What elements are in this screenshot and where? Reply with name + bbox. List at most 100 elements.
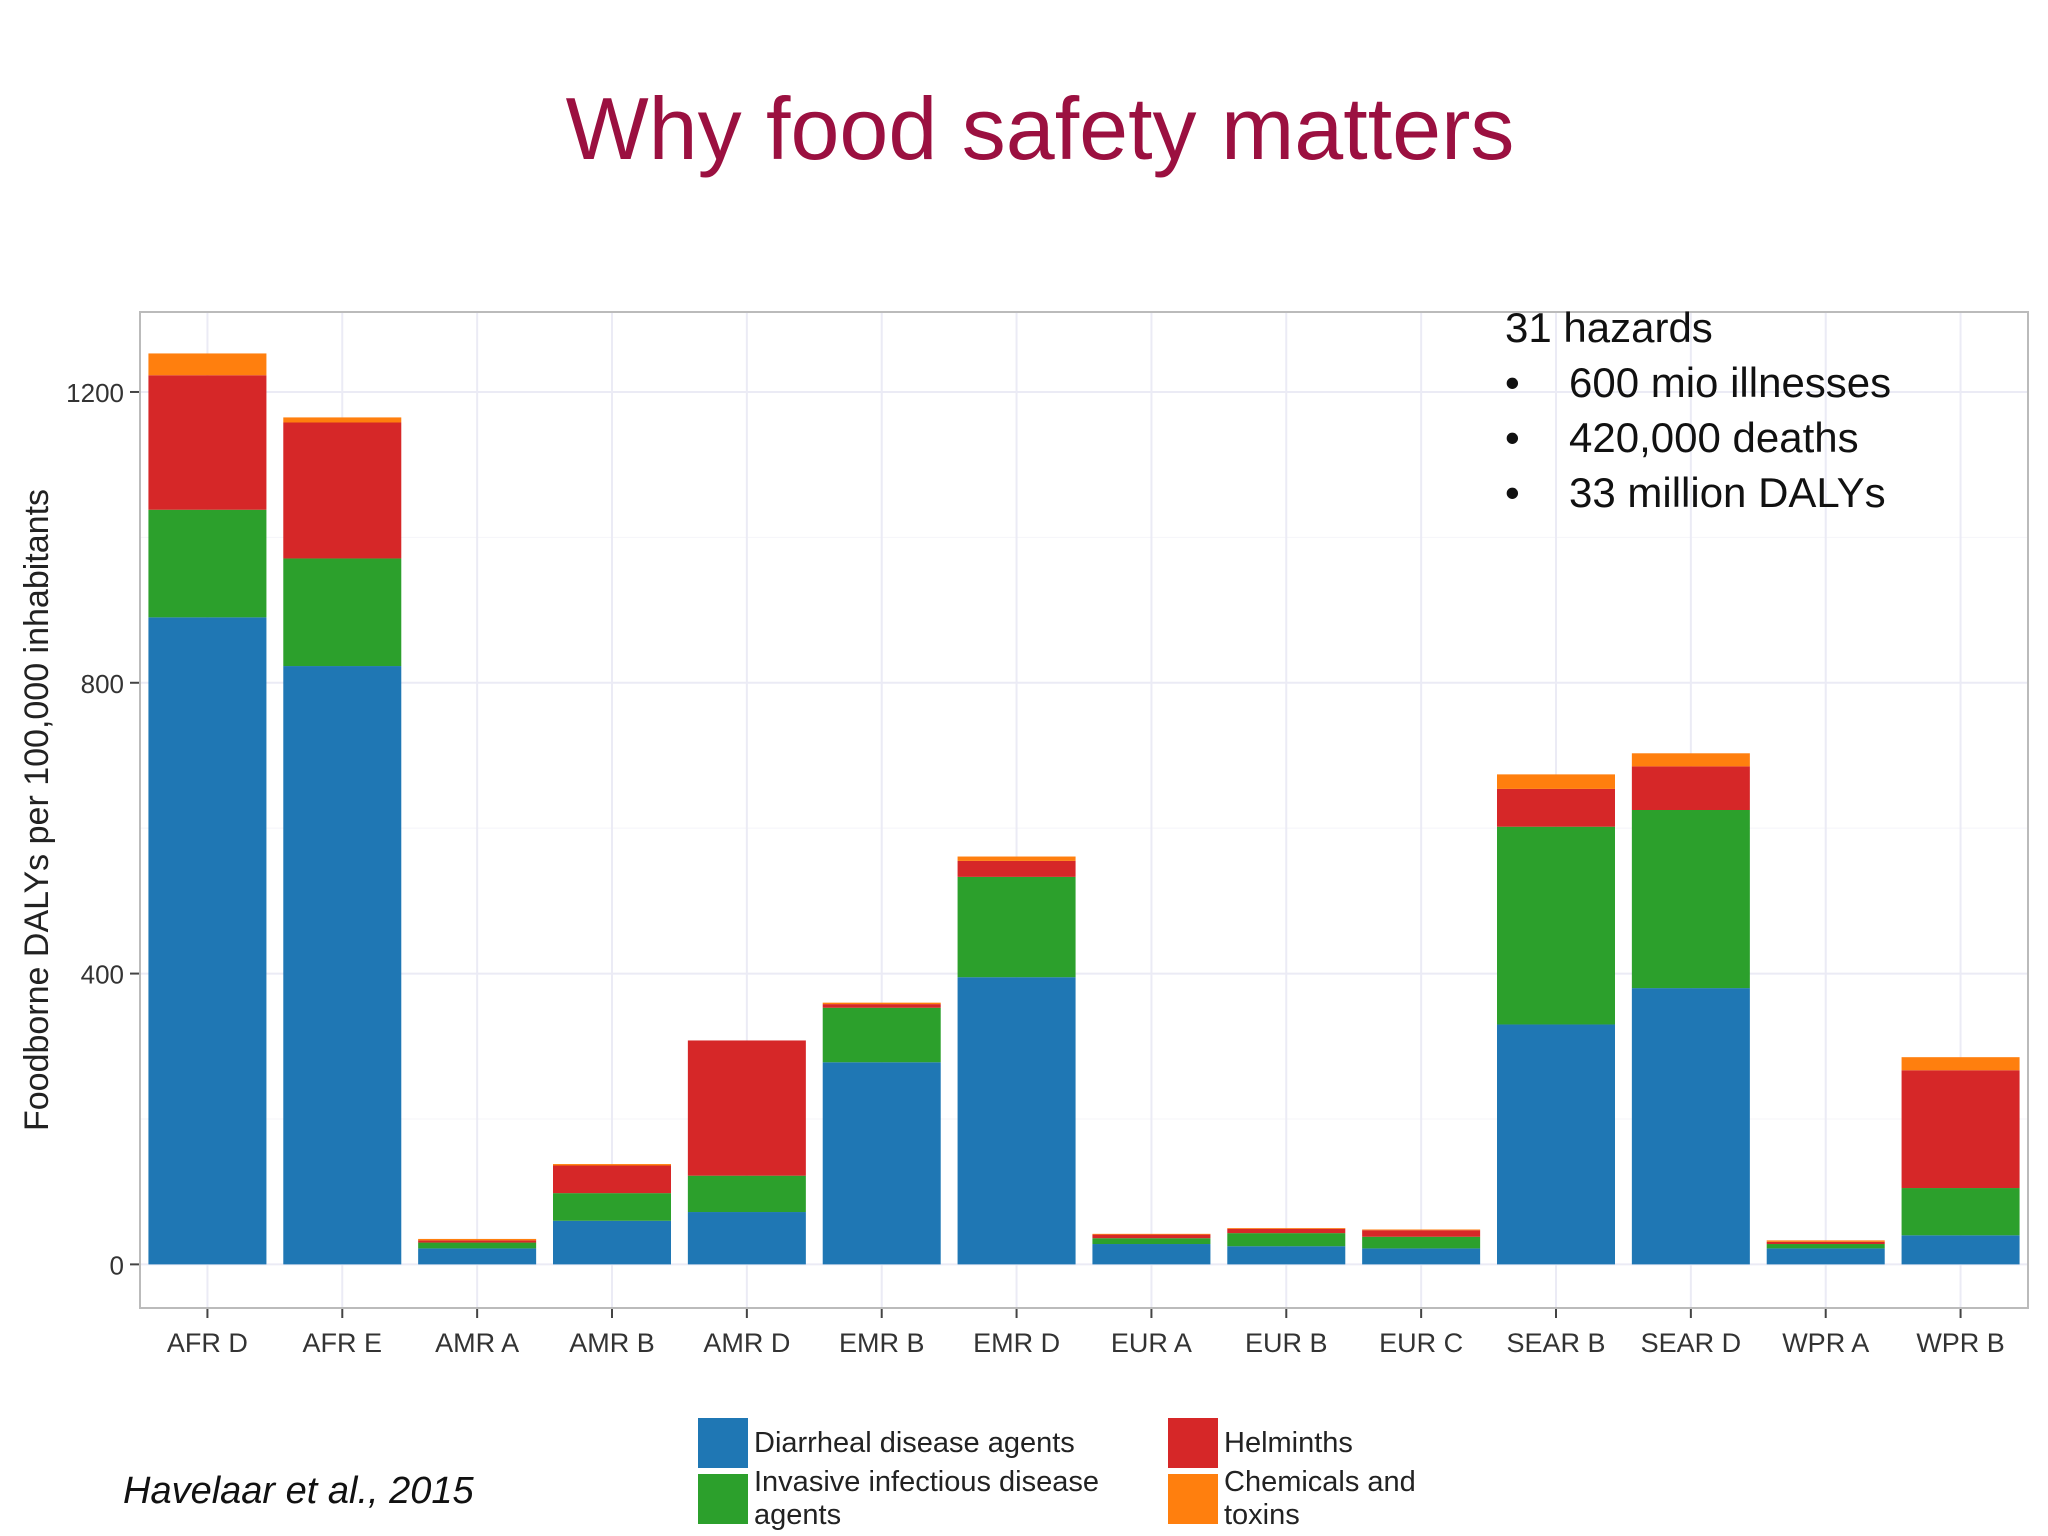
citation: Havelaar et al., 2015	[123, 1470, 474, 1512]
bar-segment	[553, 1193, 671, 1221]
y-tick-label: 400	[81, 960, 124, 990]
legend-item: Chemicals and toxins	[1168, 1466, 1498, 1531]
x-tick-label: AFR D	[167, 1328, 248, 1358]
bar-segment	[148, 353, 267, 376]
bar-segment	[1766, 1241, 1885, 1245]
bullet-glyph: •	[1505, 414, 1520, 461]
bar-segment	[957, 977, 1076, 1265]
x-tick-label: EUR C	[1379, 1328, 1463, 1358]
bar-segment	[283, 558, 402, 667]
y-axis-label: Foodborne DALYs per 100,000 inhabitants	[18, 489, 56, 1131]
bar-segment	[148, 509, 267, 618]
bar-segment	[1227, 1228, 1346, 1229]
bar-segment	[418, 1238, 537, 1241]
bar-segment	[418, 1248, 537, 1265]
bar-segment	[822, 1007, 941, 1063]
bar-segment	[1362, 1230, 1481, 1237]
x-tick-label: EUR B	[1245, 1328, 1328, 1358]
bar-segment	[822, 1004, 941, 1008]
bar-segment	[418, 1240, 537, 1243]
bar-segment	[1631, 810, 1750, 989]
axes-layer: 0 400 800 1200 AFR D AFR E AMR A AMR B AMR D EMR …	[66, 378, 2005, 1358]
stats-item-text: 600 mio illnesses	[1569, 359, 1892, 406]
bar-segment	[1362, 1236, 1481, 1249]
bar-segment	[1901, 1057, 2020, 1071]
legend-swatch	[698, 1418, 748, 1468]
stats-heading: 31 hazards	[1505, 304, 1713, 351]
stats-item-text: 420,000 deaths	[1569, 414, 1859, 461]
bar-segment	[957, 876, 1076, 978]
legend-label: Invasive infectious disease agents	[754, 1466, 1099, 1531]
bar-segment	[418, 1242, 537, 1249]
bar-segment	[822, 1062, 941, 1265]
x-tick-label: AMR B	[569, 1328, 655, 1358]
bar-segment	[283, 417, 402, 423]
x-tick-label: SEAR D	[1641, 1328, 1742, 1358]
stats-item-text: 33 million DALYs	[1569, 469, 1886, 516]
bar-segment	[283, 422, 402, 559]
stats-box: 31 hazards • 600 mio illnesses • 420,000…	[1505, 300, 1891, 520]
legend-label: Helminths	[1224, 1426, 1353, 1459]
bar-segment	[553, 1164, 671, 1166]
bar-segment	[1497, 788, 1615, 827]
bar-segment	[1766, 1244, 1885, 1249]
y-tick-label: 0	[110, 1250, 124, 1280]
bar-segment	[1631, 988, 1750, 1265]
legend-label: Diarrheal disease agents	[754, 1426, 1075, 1459]
bar-segment	[687, 1040, 806, 1176]
legend-item: Diarrheal disease agents	[698, 1418, 1168, 1468]
bar-segment	[1631, 766, 1750, 810]
stats-item: • 420,000 deaths	[1505, 410, 1891, 465]
bar-segment	[822, 1002, 941, 1005]
bar-segment	[1497, 1024, 1615, 1265]
bar-segment	[1766, 1248, 1885, 1265]
bar-segment	[553, 1165, 671, 1194]
bar-segment	[553, 1220, 671, 1265]
bar-segment	[957, 860, 1076, 877]
stats-item: • 33 million DALYs	[1505, 465, 1891, 520]
bar-segment	[1631, 753, 1750, 767]
bars-layer	[148, 353, 2020, 1265]
bar-segment	[1901, 1188, 2020, 1236]
bar-segment	[687, 1212, 806, 1265]
legend-label: Chemicals and toxins	[1224, 1466, 1416, 1531]
plot-frame	[139, 311, 2029, 1309]
x-tick-label: AFR E	[303, 1328, 383, 1358]
x-tick-label: AMR D	[703, 1328, 790, 1358]
bar-segment	[1766, 1240, 1885, 1242]
bar-segment	[1497, 774, 1615, 789]
bar-segment	[1362, 1229, 1481, 1231]
bar-segment	[687, 1175, 806, 1213]
bar-segment	[1901, 1070, 2020, 1189]
y-tick-label: 800	[81, 669, 124, 699]
bar-segment	[1092, 1233, 1211, 1235]
bar-segment	[283, 666, 402, 1265]
legend-swatch	[1168, 1418, 1218, 1468]
bullet-glyph: •	[1505, 359, 1520, 406]
bar-segment	[1497, 826, 1615, 1025]
bar-segment	[1227, 1228, 1346, 1234]
bar-segment	[1227, 1246, 1346, 1265]
bar-segment	[1901, 1235, 2020, 1265]
legend-item: Invasive infectious disease agents	[698, 1466, 1168, 1531]
bar-segment	[957, 856, 1076, 861]
x-tick-label: AMR A	[435, 1328, 519, 1358]
stats-item: • 600 mio illnesses	[1505, 355, 1891, 410]
bar-segment	[1092, 1238, 1211, 1245]
x-tick-label: EUR A	[1111, 1328, 1192, 1358]
bar-segment	[148, 375, 267, 510]
legend-swatch	[1168, 1474, 1218, 1524]
chart-legend: Diarrheal disease agents Helminths Invas…	[698, 1418, 1498, 1531]
bar-segment	[1362, 1248, 1481, 1265]
x-tick-label: EMR B	[839, 1328, 925, 1358]
bar-segment	[1092, 1234, 1211, 1239]
legend-swatch	[698, 1474, 748, 1524]
bar-segment	[1227, 1233, 1346, 1247]
bar-segment	[148, 617, 267, 1265]
legend-item: Helminths	[1168, 1418, 1498, 1468]
x-tick-label: WPR A	[1782, 1328, 1869, 1358]
x-tick-label: WPR B	[1916, 1328, 2005, 1358]
bullet-glyph: •	[1505, 469, 1520, 516]
y-tick-label: 1200	[66, 378, 124, 408]
